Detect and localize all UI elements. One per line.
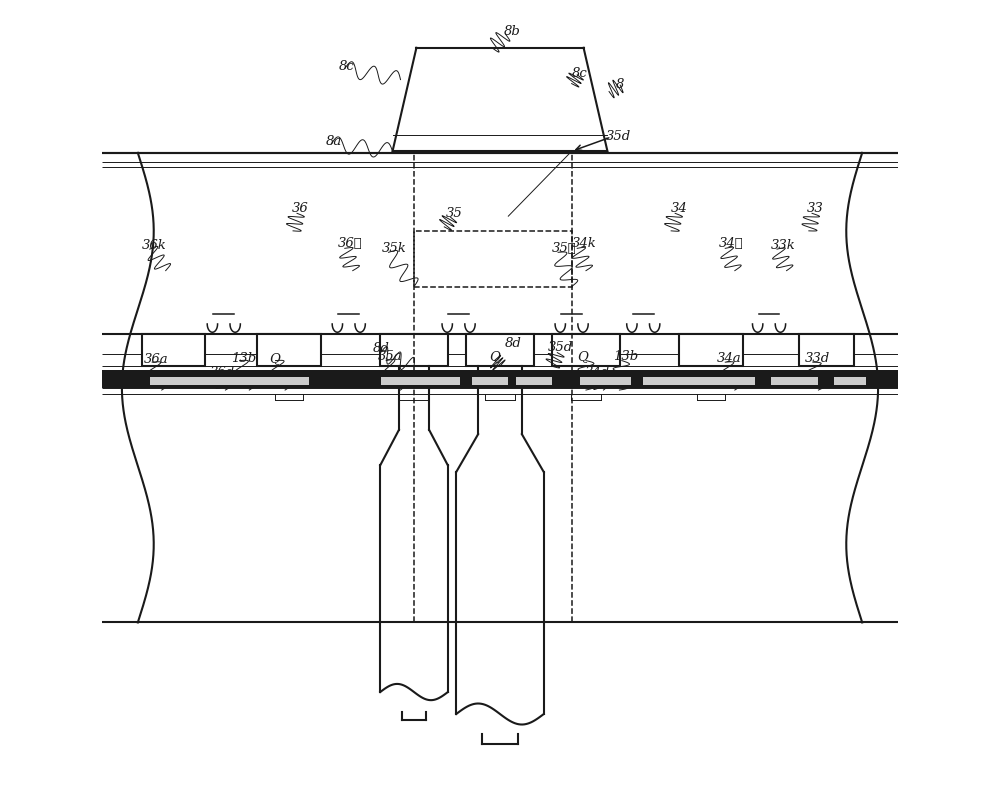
Text: 13b: 13b [613, 350, 638, 363]
Bar [771, 377, 818, 385]
Bar [834, 377, 866, 385]
Text: 35d: 35d [548, 341, 573, 354]
Text: Q: Q [490, 350, 501, 363]
Bar [798, 334, 854, 366]
Bar [516, 377, 552, 385]
Bar [381, 377, 460, 385]
Text: 36k: 36k [142, 239, 167, 252]
Text: 33d: 33d [805, 352, 830, 365]
Bar [414, 231, 572, 287]
Text: 8b: 8b [504, 25, 521, 38]
Bar [679, 334, 743, 366]
Text: 8d: 8d [505, 338, 522, 350]
Bar [552, 334, 620, 366]
Bar [150, 377, 245, 385]
Text: 36: 36 [291, 202, 308, 215]
Bar [158, 370, 190, 380]
Bar [580, 377, 631, 385]
Text: 35ℓ: 35ℓ [552, 242, 576, 255]
Bar [643, 377, 711, 385]
Text: 33k: 33k [771, 239, 795, 252]
Bar [569, 370, 603, 380]
Bar [257, 334, 321, 366]
Text: Q: Q [269, 352, 280, 365]
Text: 35: 35 [446, 207, 463, 220]
Text: 34ℓ: 34ℓ [719, 237, 744, 250]
Bar [142, 334, 205, 366]
Text: 34a: 34a [717, 352, 742, 365]
Bar [229, 377, 309, 385]
Text: 34: 34 [671, 202, 688, 215]
Text: 36d: 36d [210, 366, 236, 379]
Bar [472, 377, 508, 385]
Bar [466, 334, 534, 366]
Bar [380, 334, 448, 366]
Text: 34k: 34k [572, 237, 596, 250]
Text: 35a: 35a [378, 350, 403, 363]
Text: 8a: 8a [326, 135, 342, 148]
Text: 35k: 35k [382, 242, 407, 255]
Text: 34d: 34d [585, 366, 610, 379]
Text: 8: 8 [616, 78, 625, 91]
Text: 36ℓ: 36ℓ [338, 237, 362, 250]
Text: 8c: 8c [572, 67, 587, 80]
Bar [397, 370, 431, 380]
Bar [102, 370, 898, 388]
Text: Q: Q [577, 350, 588, 363]
Text: 33: 33 [807, 202, 824, 215]
Text: 13b: 13b [231, 352, 256, 365]
Text: 8d: 8d [373, 342, 390, 355]
Bar [483, 370, 517, 380]
Bar [707, 377, 755, 385]
Bar [695, 370, 727, 380]
Text: 36a: 36a [143, 353, 168, 366]
Text: 35d: 35d [606, 131, 631, 143]
Text: 8c: 8c [339, 60, 355, 73]
Bar [273, 370, 305, 380]
Bar [812, 370, 840, 380]
